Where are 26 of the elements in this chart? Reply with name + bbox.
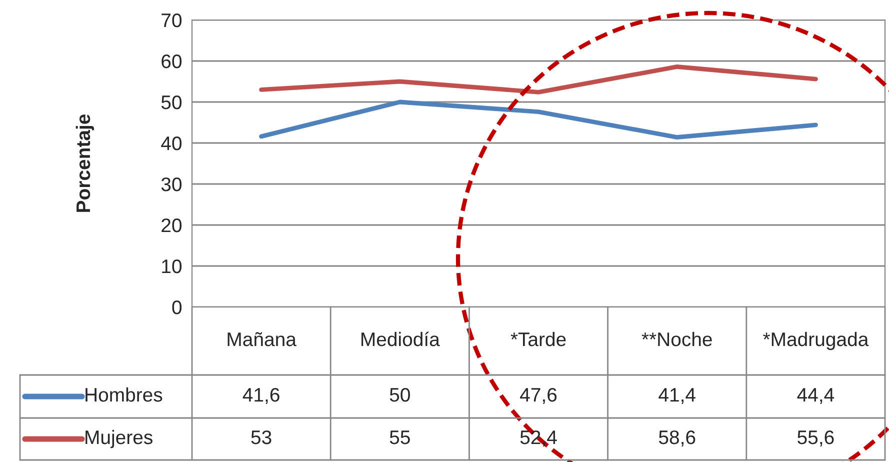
legend-label: Mujeres (86, 430, 152, 448)
y-tick-label: 10 (162, 259, 182, 274)
data-label: 55 (390, 430, 410, 444)
y-tick-label: 30 (161, 177, 182, 192)
x-tick-label: Mañana (228, 332, 296, 346)
x-tick-label: *Tarde (510, 332, 566, 346)
data-label: 44,4 (797, 388, 834, 404)
y-tick-label: 50 (161, 95, 182, 110)
data-label: 50 (390, 388, 410, 402)
data-label: 41,4 (658, 388, 696, 404)
data-label: 53 (251, 430, 272, 444)
x-tick-label: **Noche (642, 332, 712, 346)
x-tick-label: Mediodía (362, 332, 440, 346)
data-label: 41,6 (242, 388, 280, 404)
y-tick-label: 60 (162, 54, 182, 68)
y-tick-label: 40 (161, 136, 182, 150)
y-tick-label: 20 (162, 218, 182, 232)
y-tick-label: 0 (172, 300, 182, 314)
data-label: 47,6 (520, 388, 557, 404)
x-tick-label: *Madrugada (763, 332, 869, 350)
data-label: 55,6 (798, 430, 834, 447)
data-label: 58,6 (658, 430, 696, 447)
y-tick-label: 70 (162, 13, 182, 28)
legend-label: Hombres (86, 387, 162, 402)
y-axis-title: Porcentaje (76, 114, 94, 212)
data-label: 52,4 (520, 430, 557, 447)
